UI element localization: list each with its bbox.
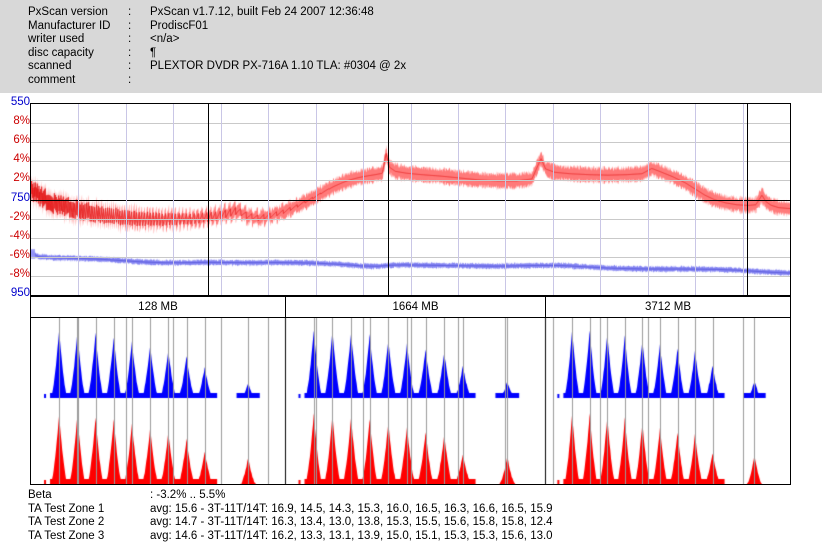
y-tick-beta: 8% — [13, 115, 30, 128]
v-gridline — [648, 104, 649, 295]
header-key: Manufacturer ID — [28, 19, 111, 32]
footer-value: : -3.2% .. 5.5% — [150, 489, 226, 501]
h-gridline — [31, 257, 790, 258]
y-tick-jitter: 550 — [10, 96, 30, 108]
footer-key: TA Test Zone 2 — [28, 516, 105, 529]
info-header: PxScan version: PxScan v1.7.12, built Feb… — [0, 0, 822, 93]
header-key: comment — [28, 74, 76, 86]
y-tick-beta: -4% — [9, 229, 30, 242]
v-gridline — [695, 104, 696, 295]
header-colon: : — [128, 6, 132, 18]
footer-key: Beta — [28, 489, 52, 501]
v-gridline — [458, 104, 459, 295]
v-gridline — [411, 104, 412, 295]
scan-chart — [30, 103, 791, 296]
footer-key: TA Test Zone 1 — [28, 502, 105, 515]
header-value: PxScan v1.7.12, built Feb 24 2007 12:36:… — [150, 6, 374, 18]
h-gridline — [31, 219, 790, 220]
footer-value: avg: 14.6 - 3T-11T/14T: 16.2, 13.3, 13.1… — [150, 529, 553, 542]
header-colon: : — [128, 33, 132, 46]
header-colon: : — [128, 74, 132, 86]
header-key: disc capacity — [28, 46, 94, 59]
header-key: writer used — [28, 33, 85, 46]
y-tick-beta: -2% — [9, 210, 30, 223]
y-tick-beta: -8% — [9, 267, 30, 280]
header-value: ¶ — [150, 46, 157, 59]
zone-label-2: 1664 MB — [286, 297, 546, 317]
v-gridline — [505, 104, 506, 295]
v-gridline — [363, 104, 364, 295]
v-gridline — [268, 104, 269, 295]
header-value: ProdiscF01 — [150, 19, 209, 32]
header-key: PxScan version — [28, 6, 108, 18]
y-tick-beta: 2% — [13, 172, 30, 185]
h-gridline — [31, 180, 790, 181]
footer-key: TA Test Zone 3 — [28, 529, 105, 542]
v-gridline-major — [208, 104, 209, 295]
zone-label-1: 128 MB — [31, 297, 286, 317]
zone-label-band: 128 MB 1664 MB 3712 MB — [30, 296, 791, 318]
header-colon: : — [128, 60, 132, 73]
v-gridline — [126, 104, 127, 295]
v-gridline-major — [388, 104, 389, 295]
ta-histogram-canvas — [31, 318, 790, 484]
header-value: PLEXTOR DVDR PX-716A 1.10 TLA: #0304 @ 2… — [150, 60, 407, 73]
v-gridline — [743, 104, 744, 295]
v-gridline — [316, 104, 317, 295]
v-gridline-major — [747, 104, 748, 295]
v-gridline — [600, 104, 601, 295]
header-colon: : — [128, 46, 132, 59]
y-tick-beta: 4% — [13, 153, 30, 166]
h-gridline — [31, 276, 790, 277]
y-tick-beta: -6% — [9, 248, 30, 261]
h-gridline — [31, 142, 790, 143]
h-gridline — [31, 123, 790, 124]
ta-test-panel — [30, 318, 791, 485]
v-gridline — [221, 104, 222, 295]
header-value: <n/a> — [150, 33, 180, 46]
beta-jitter-trace-canvas — [31, 104, 790, 295]
zone-label-3: 3712 MB — [644, 301, 692, 313]
v-gridline — [78, 104, 79, 295]
y-axis-labels: 550 750 950 8% 6% 4% 2% -2% -4% -6% -8% — [0, 0, 30, 300]
y-tick-beta: 6% — [13, 134, 30, 147]
y-tick-jitter: 750 — [10, 191, 30, 204]
h-gridline — [31, 161, 790, 162]
v-gridline — [173, 104, 174, 295]
header-key: scanned — [28, 60, 72, 73]
footer-value: avg: 15.6 - 3T-11T/14T: 16.9, 14.5, 14.3… — [150, 502, 553, 515]
h-gridline — [31, 238, 790, 239]
footer-value: avg: 14.7 - 3T-11T/14T: 16.3, 13.4, 13.0… — [150, 516, 553, 529]
y-tick-jitter: 950 — [10, 287, 30, 299]
h-gridline — [31, 200, 790, 201]
header-colon: : — [128, 19, 132, 32]
summary-footer: Beta : -3.2% .. 5.5% TA Test Zone 1 avg: 15… — [0, 487, 822, 551]
v-gridline — [553, 104, 554, 295]
